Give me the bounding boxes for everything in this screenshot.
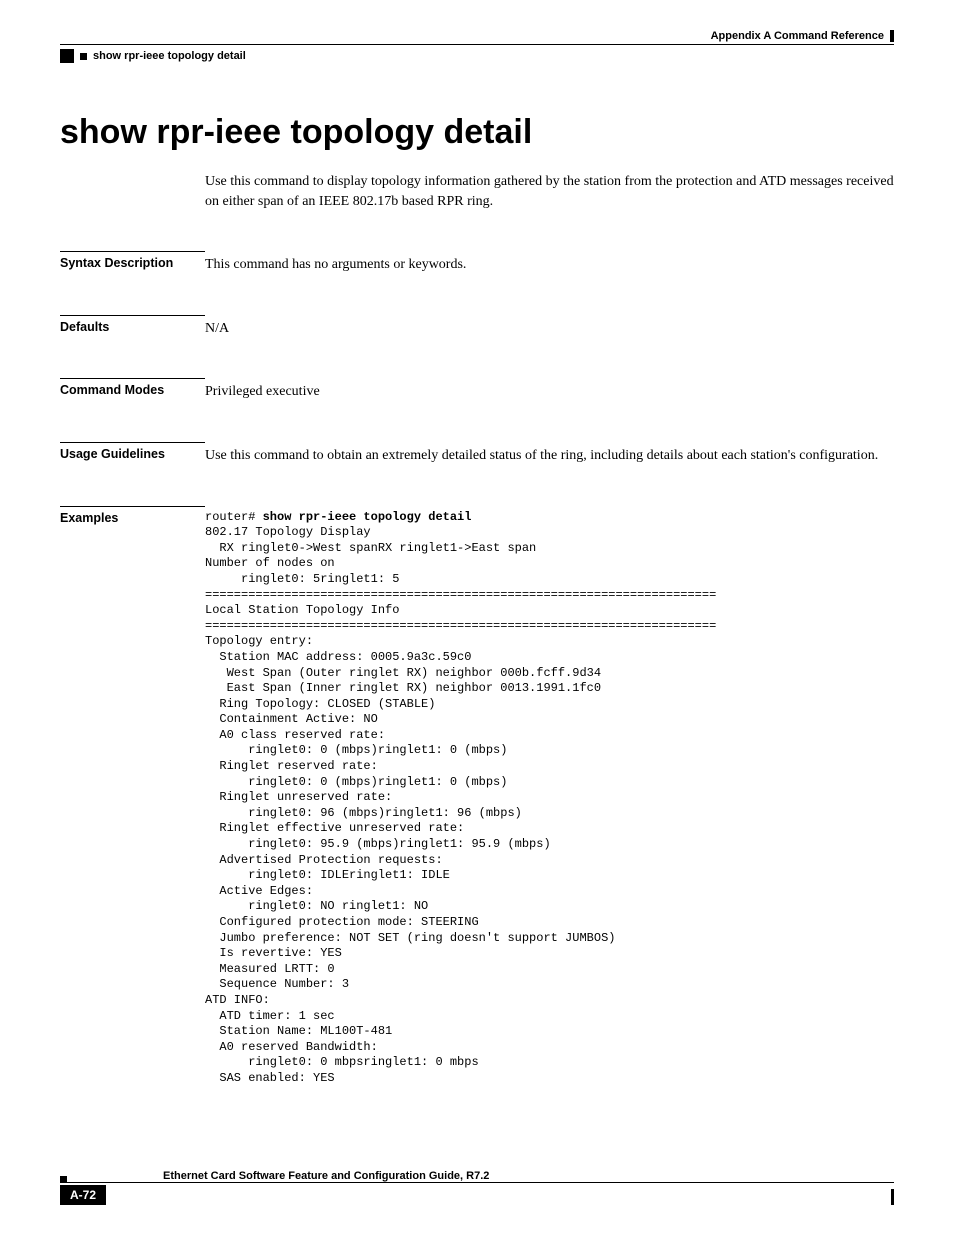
body-syntax: This command has no arguments or keyword… (205, 251, 894, 275)
section-examples: Examples router# show rpr-ieee topology … (60, 506, 894, 1087)
section-modes: Command Modes Privileged executive (60, 378, 894, 402)
label-defaults: Defaults (60, 315, 205, 334)
section-usage: Usage Guidelines Use this command to obt… (60, 442, 894, 466)
label-modes: Command Modes (60, 378, 205, 397)
label-examples: Examples (60, 506, 205, 525)
header-divider (60, 44, 894, 45)
page-title: show rpr-ieee topology detail (60, 113, 894, 152)
body-examples: router# show rpr-ieee topology detail 80… (205, 506, 894, 1087)
body-modes: Privileged executive (205, 378, 894, 402)
intro-paragraph: Use this command to display topology inf… (205, 172, 894, 211)
square-icon (60, 49, 74, 63)
footer-square-icon (60, 1176, 67, 1183)
square-small-icon (80, 53, 87, 60)
footer-top-row: Ethernet Card Software Feature and Confi… (60, 1170, 894, 1182)
footer-right-bar-icon (891, 1189, 894, 1205)
header-right-group: Appendix A Command Reference (711, 30, 894, 42)
header-bar-icon (890, 30, 894, 42)
body-usage: Use this command to obtain an extremely … (205, 442, 894, 466)
example-command: show rpr-ieee topology detail (263, 510, 472, 524)
label-syntax: Syntax Description (60, 251, 205, 270)
header-left-group: show rpr-ieee topology detail (60, 49, 246, 63)
example-output: 802.17 Topology Display RX ringlet0->Wes… (205, 525, 716, 1085)
body-defaults: N/A (205, 315, 894, 339)
section-syntax: Syntax Description This command has no a… (60, 251, 894, 275)
header-sub-row: show rpr-ieee topology detail (60, 49, 894, 63)
example-prompt: router# (205, 510, 263, 524)
footer-doc-title: Ethernet Card Software Feature and Confi… (163, 1170, 489, 1182)
header-appendix-text: Appendix A Command Reference (711, 30, 884, 42)
section-defaults: Defaults N/A (60, 315, 894, 339)
header-section-text: show rpr-ieee topology detail (93, 50, 246, 62)
page-container: Appendix A Command Reference show rpr-ie… (0, 0, 954, 1235)
page-number: A-72 (60, 1185, 106, 1205)
footer-bottom-row: A-72 (60, 1185, 894, 1205)
page-header: Appendix A Command Reference (60, 30, 894, 42)
label-usage: Usage Guidelines (60, 442, 205, 461)
footer-divider (60, 1182, 894, 1183)
page-footer: Ethernet Card Software Feature and Confi… (60, 1170, 894, 1205)
